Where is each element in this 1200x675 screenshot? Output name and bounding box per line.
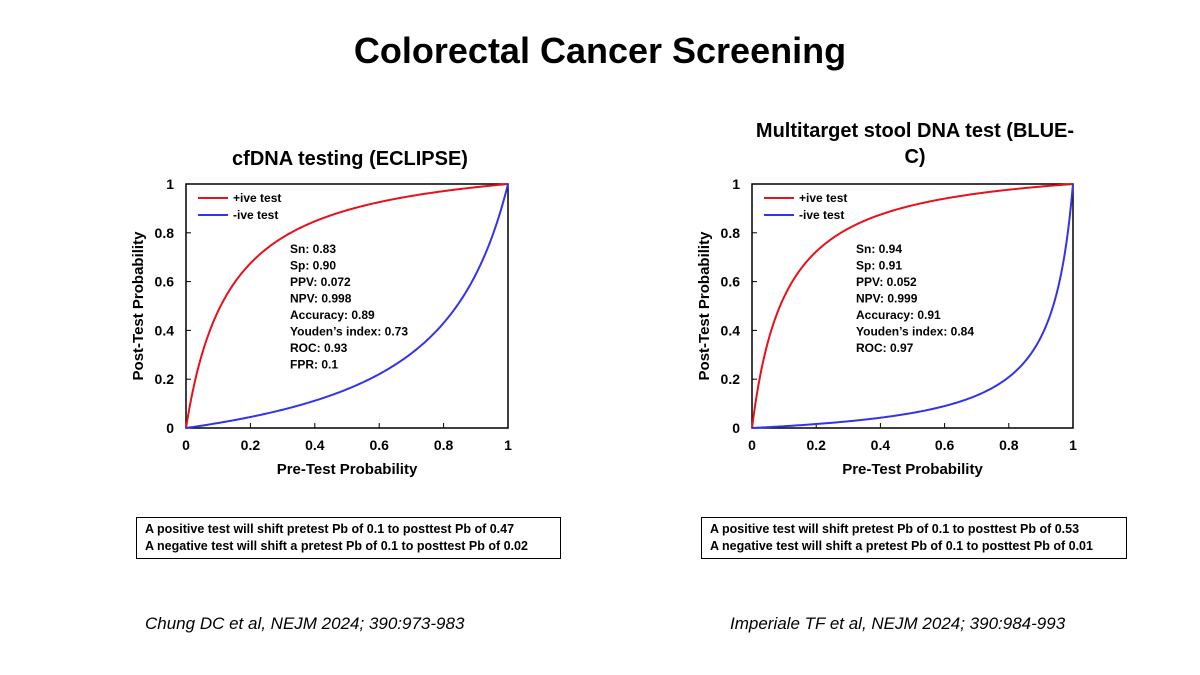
x-tick-label: 0.8	[434, 437, 454, 453]
legend-label: +ive test	[799, 191, 847, 205]
x-tick-label: 0.8	[999, 437, 1019, 453]
negative-test-curve	[751, 183, 1074, 429]
x-tick-label: 0.2	[241, 437, 261, 453]
y-tick-label: 0.4	[721, 322, 741, 338]
legend-label: +ive test	[233, 191, 281, 205]
x-tick-label: 0	[748, 437, 756, 453]
x-tick-label: 0.6	[935, 437, 955, 453]
stat-line: Accuracy: 0.89	[290, 308, 375, 322]
chart-title-blue-c: Multitarget stool DNA test (BLUE-C)	[755, 120, 1075, 168]
y-tick-label: 1	[732, 176, 740, 192]
plot-frame	[751, 183, 1074, 429]
stat-line: PPV: 0.052	[856, 275, 917, 289]
shift-note-positive: A positive test will shift pretest Pb of…	[145, 522, 515, 536]
stat-line: Sn: 0.94	[856, 242, 902, 256]
stat-line: Youden’s index: 0.73	[290, 325, 408, 339]
stat-line: Sn: 0.83	[290, 242, 336, 256]
x-tick-label: 1	[504, 437, 512, 453]
stat-line: NPV: 0.999	[856, 292, 918, 306]
chart-title-eclipse: cfDNA testing (ECLIPSE)	[232, 148, 468, 170]
y-tick-label: 0	[166, 420, 174, 436]
stat-line: Sp: 0.91	[856, 259, 902, 273]
citation-chung: Chung DC et al, NEJM 2024; 390:973-983	[145, 614, 465, 633]
x-axis-label: Pre-Test Probability	[842, 461, 983, 478]
shift-note-box-blue-c: A positive test will shift pretest Pb of…	[701, 517, 1127, 559]
shift-note-negative: A negative test will shift a pretest Pb …	[710, 539, 1093, 553]
x-tick-label: 0.4	[305, 437, 325, 453]
y-tick-label: 0.2	[155, 371, 175, 387]
x-tick-label: 0.4	[871, 437, 891, 453]
shift-note-negative: A negative test will shift a pretest Pb …	[145, 539, 528, 553]
shift-note-box-eclipse: A positive test will shift pretest Pb of…	[136, 517, 561, 559]
stat-line: Sp: 0.90	[290, 259, 336, 273]
shift-note-positive: A positive test will shift pretest Pb of…	[710, 522, 1080, 536]
y-tick-label: 0	[732, 420, 740, 436]
stat-line: Accuracy: 0.91	[856, 308, 941, 322]
legend-label: -ive test	[799, 208, 844, 222]
positive-test-curve	[185, 183, 509, 429]
stat-line: NPV: 0.998	[290, 292, 352, 306]
positive-test-curve	[751, 183, 1074, 429]
y-tick-label: 1	[166, 176, 174, 192]
stat-line: FPR: 0.1	[290, 358, 338, 372]
y-tick-label: 0.6	[721, 274, 741, 290]
y-axis-label: Post-Test Probability	[130, 231, 147, 381]
x-tick-label: 0.6	[369, 437, 389, 453]
legend-label: -ive test	[233, 208, 278, 222]
stat-line: PPV: 0.072	[290, 275, 351, 289]
stat-line: Youden’s index: 0.84	[856, 325, 974, 339]
citation-imperiale: Imperiale TF et al, NEJM 2024; 390:984-9…	[730, 614, 1066, 633]
y-axis-label: Post-Test Probability	[696, 231, 713, 381]
y-tick-label: 0.8	[155, 225, 175, 241]
x-tick-label: 0.2	[806, 437, 826, 453]
y-tick-label: 0.4	[155, 322, 175, 338]
x-tick-label: 0	[182, 437, 190, 453]
y-tick-label: 0.6	[155, 274, 175, 290]
plot-frame	[185, 183, 509, 429]
y-tick-label: 0.8	[721, 225, 741, 241]
x-axis-label: Pre-Test Probability	[277, 461, 418, 478]
negative-test-curve	[185, 183, 509, 429]
stat-line: ROC: 0.93	[290, 341, 348, 355]
y-tick-label: 0.2	[721, 371, 741, 387]
x-tick-label: 1	[1069, 437, 1077, 453]
slide-title: Colorectal Cancer Screening	[353, 30, 847, 71]
stat-line: ROC: 0.97	[856, 341, 914, 355]
